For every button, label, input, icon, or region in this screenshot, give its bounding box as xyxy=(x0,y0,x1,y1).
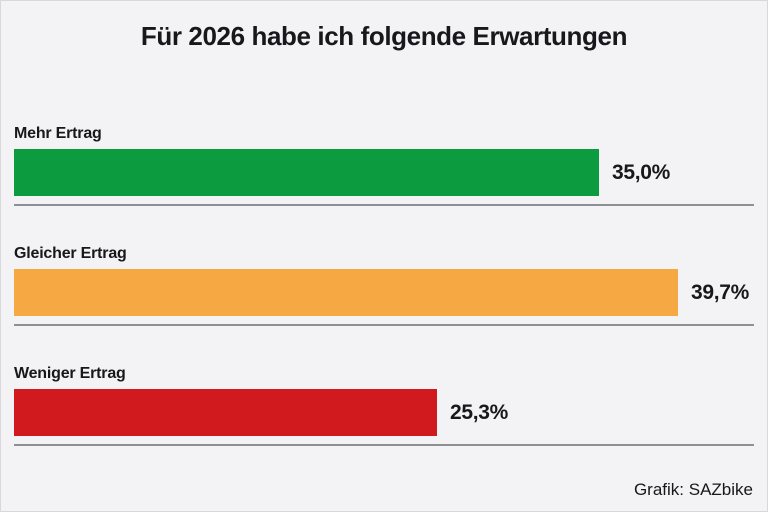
chart-title: Für 2026 habe ich folgende Erwartungen xyxy=(140,21,628,51)
row-separator xyxy=(14,444,754,446)
bar-label-gleicher-ertrag: Gleicher Ertrag xyxy=(14,245,127,262)
bar-value-weniger-ertrag: 25,3% xyxy=(450,400,509,424)
bar-row-gleicher-ertrag: Gleicher Ertrag 39,7% xyxy=(14,246,754,326)
bar-line: 35,0% xyxy=(14,149,754,196)
bar-row-weniger-ertrag: Weniger Ertrag 25,3% xyxy=(14,366,754,446)
bar-gleicher-ertrag xyxy=(14,269,678,316)
bar-mehr-ertrag xyxy=(14,149,599,196)
bar-line: 25,3% xyxy=(14,389,754,436)
row-separator xyxy=(14,324,754,326)
row-separator xyxy=(14,204,754,206)
bar-weniger-ertrag xyxy=(14,389,437,436)
bar-row-mehr-ertrag: Mehr Ertrag 35,0% xyxy=(14,126,754,206)
bar-value-gleicher-ertrag: 39,7% xyxy=(691,280,750,304)
bar-label-mehr-ertrag: Mehr Ertrag xyxy=(14,125,102,142)
bar-line: 39,7% xyxy=(14,269,754,316)
source-credit: Grafik: SAZbike xyxy=(633,480,753,499)
bar-label-weniger-ertrag: Weniger Ertrag xyxy=(14,365,126,382)
bar-value-mehr-ertrag: 35,0% xyxy=(612,160,671,184)
